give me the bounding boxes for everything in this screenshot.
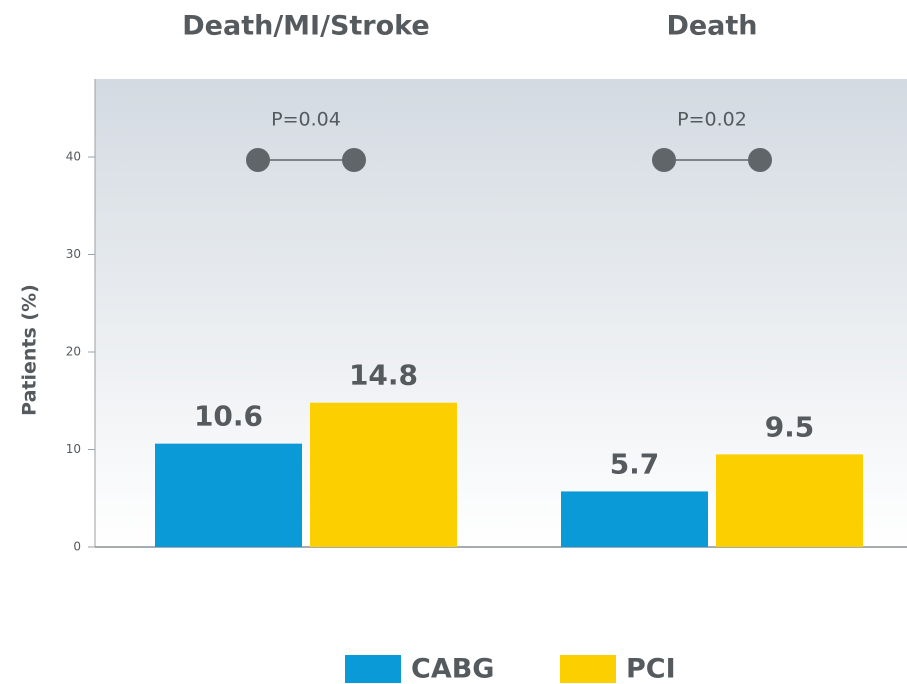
value-label: 9.5 [765,410,815,443]
y-tick-label: 20 [66,345,81,359]
legend-swatch [560,655,616,683]
legend-swatch [345,655,401,683]
category-label: Death/MI/Stroke [182,11,429,42]
p-dot [652,148,676,172]
category-label: Death [666,11,757,42]
p-value: P=0.02 [677,109,747,131]
bar [561,491,708,547]
y-axis-label: Patients (%) [19,284,41,416]
bar [310,402,457,547]
y-tick-label: 30 [66,247,81,261]
p-dot [342,148,366,172]
y-tick-label: 0 [73,540,81,554]
p-dot [246,148,270,172]
p-value: P=0.04 [271,109,341,131]
y-tick-label: 10 [66,442,81,456]
legend-label: PCI [626,654,676,684]
legend-label: CABG [411,654,494,684]
y-tick-label: 40 [66,150,81,164]
value-label: 10.6 [194,400,263,433]
value-label: 5.7 [610,447,660,480]
bar [716,454,863,547]
bar [155,443,302,547]
p-dot [748,148,772,172]
value-label: 14.8 [349,359,418,392]
